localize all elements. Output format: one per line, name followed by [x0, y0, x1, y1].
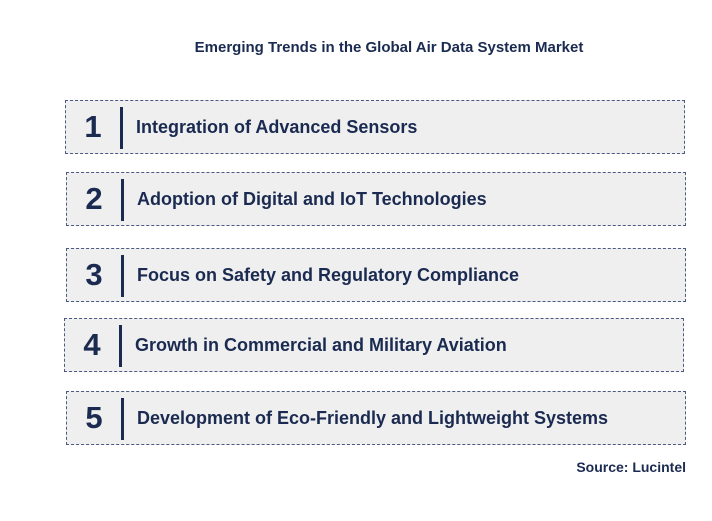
trend-item-2: 2 Adoption of Digital and IoT Technologi…: [66, 172, 686, 226]
trend-label: Focus on Safety and Regulatory Complianc…: [137, 264, 520, 285]
trend-number: 1: [84, 109, 102, 144]
trend-item-1: 1 Integration of Advanced Sensors: [65, 100, 685, 154]
trend-item-3: 3 Focus on Safety and Regulatory Complia…: [66, 248, 686, 302]
trend-item-5: 5 Development of Eco-Friendly and Lightw…: [66, 391, 686, 445]
trend-divider: [121, 179, 124, 221]
trend-item-4: 4 Growth in Commercial and Military Avia…: [64, 318, 684, 372]
trend-number: 2: [85, 181, 103, 216]
trend-divider: [121, 398, 124, 440]
diagram-title: Emerging Trends in the Global Air Data S…: [194, 39, 584, 56]
trend-label: Adoption of Digital and IoT Technologies: [137, 188, 487, 209]
trend-number: 4: [83, 327, 101, 362]
trend-divider: [121, 255, 124, 297]
trend-number: 3: [85, 257, 103, 292]
source-credit: Source: Lucintel: [576, 459, 686, 475]
trend-divider: [119, 325, 122, 367]
trend-divider: [120, 107, 123, 149]
trend-label: Integration of Advanced Sensors: [136, 116, 418, 137]
trend-label: Development of Eco-Friendly and Lightwei…: [137, 407, 609, 428]
trend-number: 5: [85, 400, 103, 435]
trend-label: Growth in Commercial and Military Aviati…: [135, 334, 507, 355]
